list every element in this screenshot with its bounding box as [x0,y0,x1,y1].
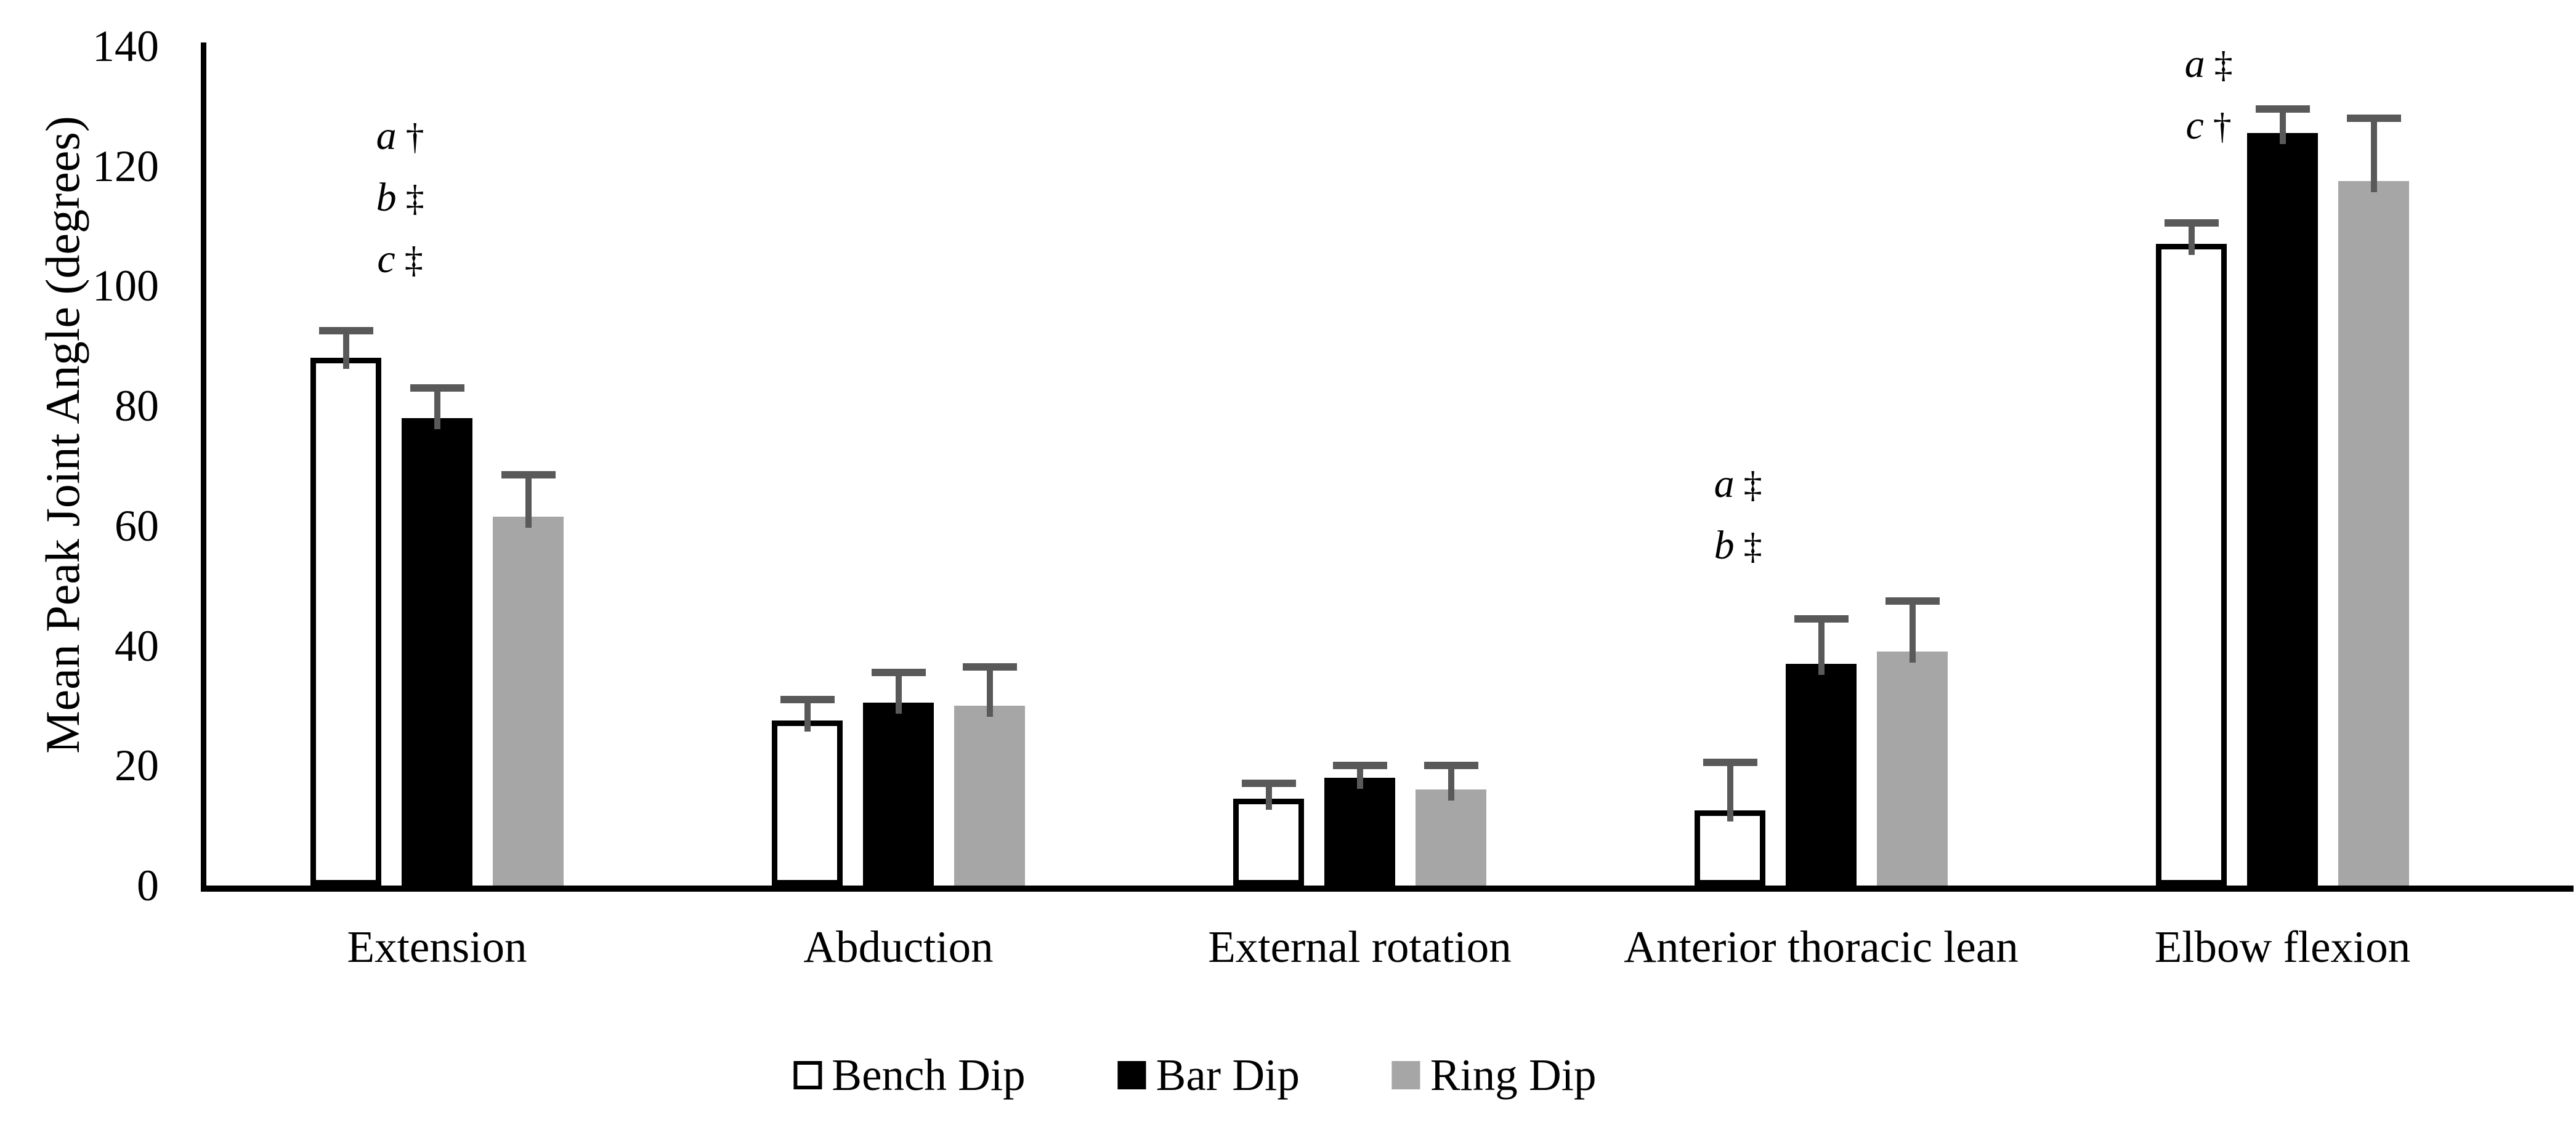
error-bar-cap-bar-dip-anterior-thoracic-lean [1794,615,1849,623]
x-axis-category-label-elbow-flexion: Elbow flexion [2154,922,2411,972]
bar-ring-dip-external-rotation [1416,789,1486,886]
y-axis-tick-label: 60 [115,501,159,551]
annotation-dagger-symbol: † [396,116,424,158]
error-bar-cap-bench-dip-external-rotation [1241,780,1296,788]
legend-swatch-ring-dip [1391,1061,1420,1089]
error-bar-stem-bar-dip-elbow-flexion [2279,109,2286,145]
legend-item-label: Bar Dip [1156,1050,1300,1100]
bar-bench-dip-elbow-flexion [2156,244,2227,886]
bar-bar-dip-extension [402,418,472,886]
error-bar-stem-bench-dip-extension [342,331,349,369]
bar-bar-dip-elbow-flexion [2247,133,2318,886]
significance-annotation-anterior-thoracic-lean-b: b ‡ [1627,515,1849,576]
legend-item-label: Bench Dip [832,1050,1026,1100]
x-axis-line [201,886,2574,892]
bar-bar-dip-anterior-thoracic-lean [1786,663,1857,886]
x-axis-category-label-extension: Extension [347,922,527,972]
annotation-letter: a [376,113,397,159]
error-bar-cap-bench-dip-elbow-flexion [2164,219,2219,227]
y-axis-tick-label: 100 [92,261,159,311]
annotation-letter: a [1714,461,1735,506]
significance-annotation-elbow-flexion-c: c † [2098,95,2320,156]
y-axis-tick-label: 40 [115,621,159,671]
significance-annotation-extension-b: b ‡ [290,167,511,228]
error-bar-stem-ring-dip-extension [525,475,532,528]
annotation-letter: a [2184,41,2205,87]
annotation-dagger-symbol: ‡ [396,178,424,219]
legend-item-label: Ring Dip [1430,1050,1597,1100]
x-axis-category-label-abduction: Abduction [803,922,994,972]
error-bar-stem-bar-dip-anterior-thoracic-lean [1818,618,1825,675]
error-bar-stem-bench-dip-elbow-flexion [2188,223,2195,256]
annotation-letter: b [1714,522,1735,568]
error-bar-stem-bar-dip-abduction [895,672,902,714]
legend-item-bar-dip: Bar Dip [1117,1047,1300,1104]
bar-bench-dip-abduction [772,720,843,886]
error-bar-cap-bar-dip-elbow-flexion [2255,105,2310,113]
annotation-dagger-symbol: ‡ [1734,464,1762,505]
annotation-letter: b [376,175,397,220]
error-bar-stem-bench-dip-external-rotation [1265,783,1272,810]
bar-bar-dip-external-rotation [1324,777,1395,886]
error-bar-cap-bar-dip-extension [410,384,464,392]
significance-annotation-anterior-thoracic-lean-a: a ‡ [1627,453,1849,515]
error-bar-cap-bench-dip-abduction [780,696,835,704]
legend-swatch-bar-dip [1117,1061,1146,1089]
annotation-letter: c [2185,103,2204,148]
error-bar-cap-bar-dip-external-rotation [1332,762,1387,770]
legend-item-bench-dip: Bench Dip [793,1047,1026,1104]
significance-annotation-elbow-flexion-a: a ‡ [2098,33,2320,95]
x-axis-category-label-external-rotation: External rotation [1208,922,1512,972]
error-bar-cap-ring-dip-extension [501,471,556,479]
bar-ring-dip-abduction [954,705,1025,886]
y-axis-tick-label: 80 [115,381,159,431]
bar-bench-dip-extension [310,358,381,886]
bar-ring-dip-elbow-flexion [2338,181,2409,886]
error-bar-cap-bench-dip-extension [318,327,373,335]
annotation-dagger-symbol: ‡ [1734,525,1762,567]
error-bar-cap-ring-dip-elbow-flexion [2346,114,2401,122]
error-bar-stem-bar-dip-extension [434,387,440,429]
error-bar-stem-ring-dip-anterior-thoracic-lean [1909,600,1916,663]
error-bar-stem-ring-dip-elbow-flexion [2370,118,2377,193]
y-axis-line [201,42,206,892]
bar-ring-dip-extension [493,517,564,886]
error-bar-stem-bar-dip-external-rotation [1356,765,1363,789]
error-bar-stem-ring-dip-external-rotation [1448,765,1454,801]
y-axis-tick-label: 20 [115,741,159,791]
bar-bench-dip-external-rotation [1233,798,1304,886]
x-axis-category-label-anterior-thoracic-lean: Anterior thoracic lean [1624,922,2019,972]
error-bar-cap-bench-dip-anterior-thoracic-lean [1703,759,1757,767]
annotation-dagger-symbol: ‡ [2205,44,2233,86]
error-bar-cap-ring-dip-anterior-thoracic-lean [1885,597,1940,605]
y-axis-tick-label: 0 [137,861,159,910]
error-bar-cap-ring-dip-external-rotation [1424,762,1478,770]
legend-item-ring-dip: Ring Dip [1391,1047,1597,1104]
error-bar-stem-bench-dip-abduction [804,700,811,732]
bar-ring-dip-anterior-thoracic-lean [1877,652,1948,886]
annotation-dagger-symbol: † [2203,106,2232,147]
error-bar-cap-ring-dip-abduction [962,663,1017,671]
error-bar-stem-bench-dip-anterior-thoracic-lean [1727,762,1733,822]
error-bar-cap-bar-dip-abduction [871,669,926,677]
annotation-letter: c [377,236,395,282]
y-axis-tick-label: 120 [92,141,159,191]
bar-bar-dip-abduction [863,703,934,886]
significance-annotation-extension-c: c ‡ [290,228,511,290]
bar-bench-dip-anterior-thoracic-lean [1695,810,1765,886]
legend: Bench Dip Bar Dip Ring Dip [793,1047,1597,1104]
error-bar-stem-ring-dip-abduction [986,666,993,717]
significance-annotation-extension-a: a † [290,105,511,167]
y-axis-tick-label: 140 [92,22,159,71]
annotation-dagger-symbol: ‡ [395,240,423,281]
legend-swatch-bench-dip [793,1061,822,1089]
